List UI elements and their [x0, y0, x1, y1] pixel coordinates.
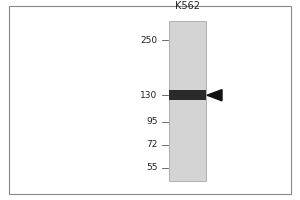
Text: 95: 95 — [146, 117, 158, 126]
Polygon shape — [207, 90, 222, 101]
FancyBboxPatch shape — [169, 90, 206, 100]
Text: K562: K562 — [175, 1, 200, 11]
FancyBboxPatch shape — [169, 21, 206, 181]
Text: 55: 55 — [146, 163, 158, 172]
Text: 130: 130 — [140, 91, 158, 100]
FancyBboxPatch shape — [9, 6, 291, 194]
Text: 72: 72 — [146, 140, 158, 149]
Text: 250: 250 — [140, 36, 158, 45]
